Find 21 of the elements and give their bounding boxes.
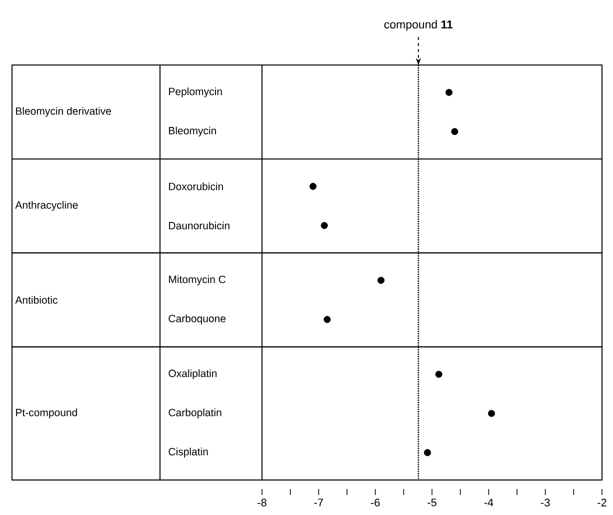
x-tick-label: -4 bbox=[484, 498, 494, 506]
y-tick-label: Daunorubicin bbox=[169, 222, 230, 230]
y-tick-label: Cisplatin bbox=[168, 448, 208, 458]
x-tick-label: -6 bbox=[370, 498, 380, 506]
y-tick-label: Carboquone bbox=[168, 314, 226, 324]
x-tick-label: -7 bbox=[314, 498, 324, 506]
x-tick-label: -8 bbox=[258, 498, 266, 506]
x-tick-label: -2 bbox=[598, 498, 606, 506]
y-tick-label: Mitomycin C bbox=[169, 275, 226, 286]
y-tick-label: Oxaliplatin bbox=[168, 369, 217, 380]
x-tick-label: -3 bbox=[540, 498, 550, 506]
y-axis-title: Bleomycin derivative bbox=[16, 107, 112, 117]
y-tick-label: Doxorubicin bbox=[169, 182, 223, 190]
y-tick-label: Bleomycin bbox=[169, 126, 216, 136]
y-axis-title: Anthracycline bbox=[15, 201, 78, 211]
y-tick-label: Carboplatin bbox=[168, 408, 222, 418]
y-axis-title: Antibiotic bbox=[15, 296, 58, 304]
y-tick-label: Peplomycin bbox=[169, 87, 222, 98]
x-tick-label: -5 bbox=[428, 498, 436, 506]
ref-line-label: compound 11 bbox=[384, 20, 453, 31]
y-axis-title: Pt-compound bbox=[16, 408, 77, 418]
